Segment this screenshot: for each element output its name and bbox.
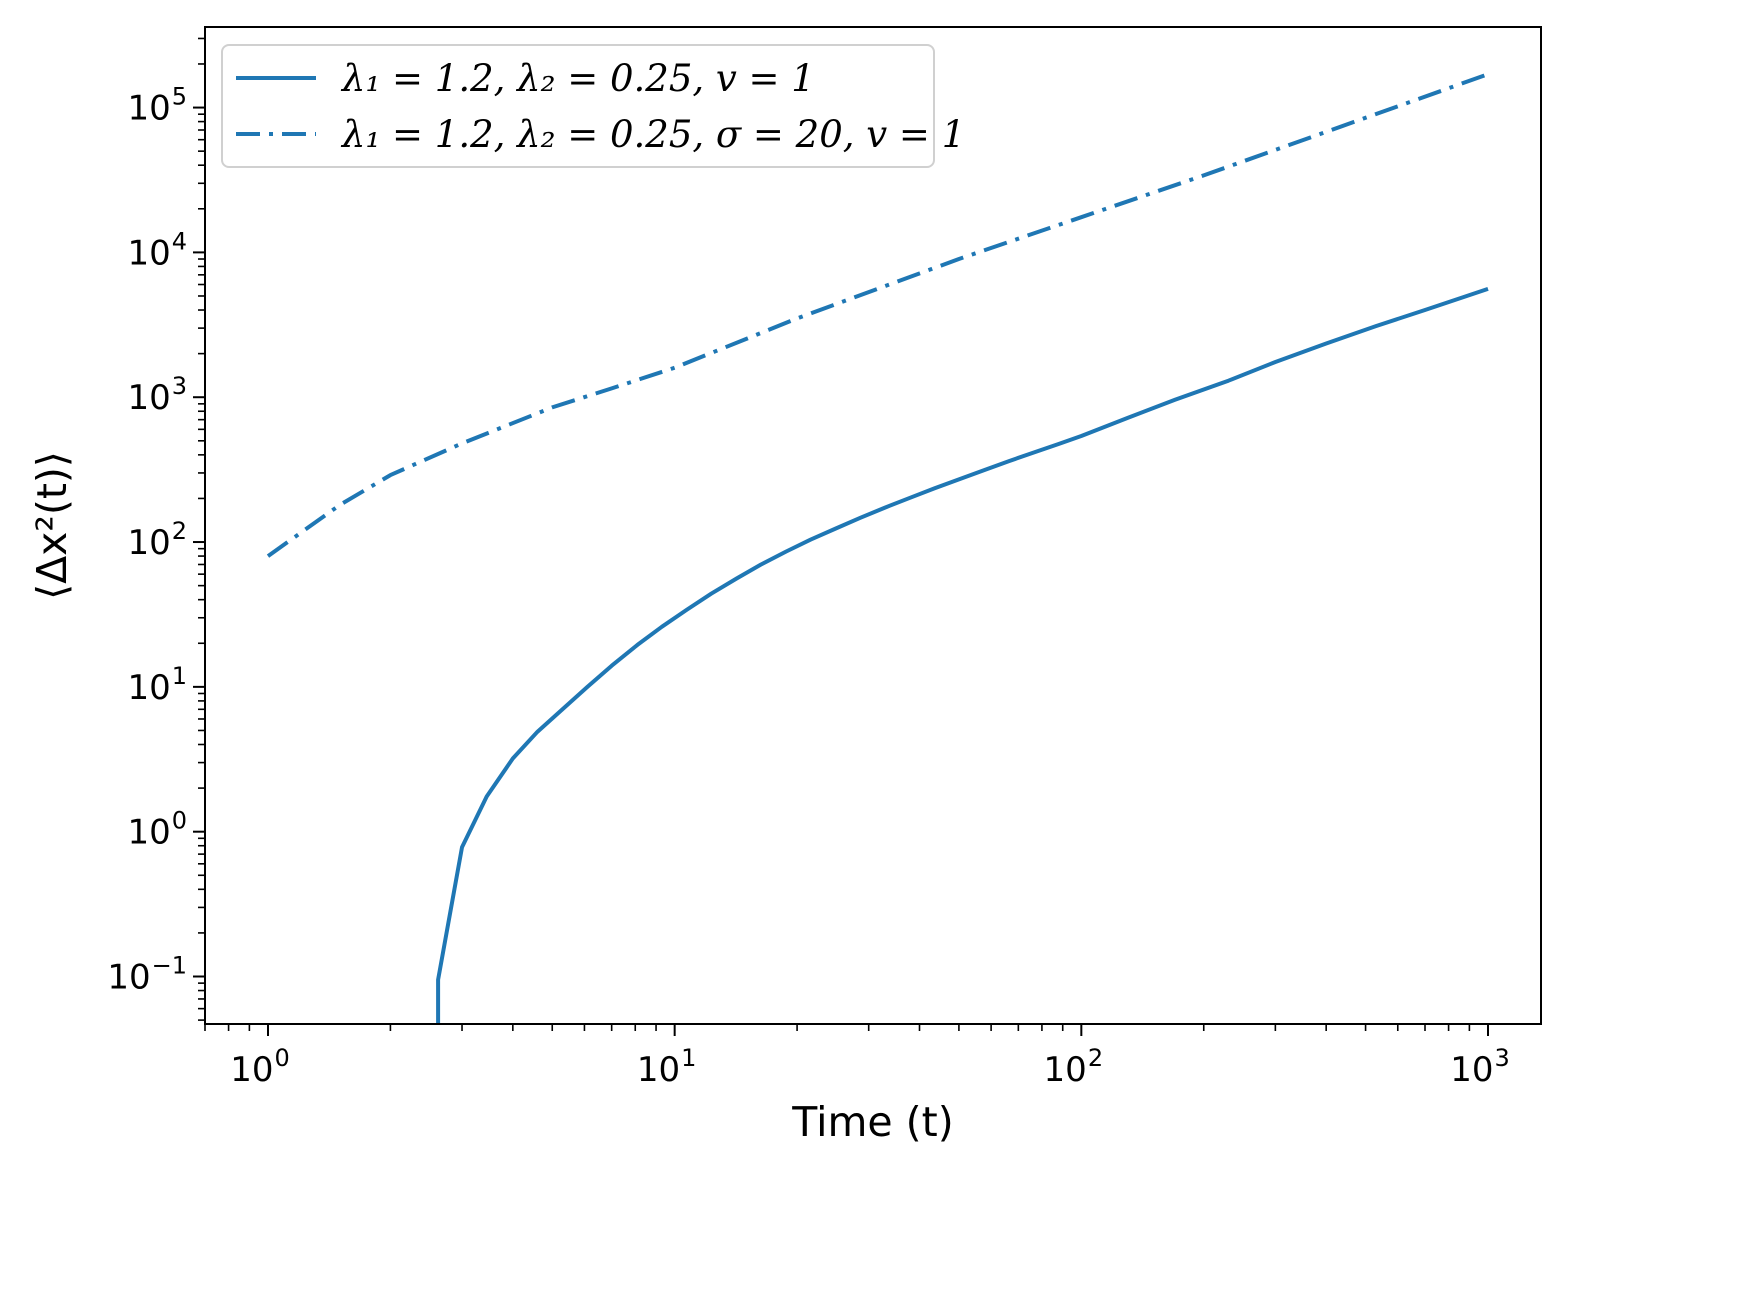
y-tick-base: 10: [127, 668, 170, 708]
y-tick-label: 100: [127, 807, 187, 853]
x-tick-exponent: 0: [274, 1044, 289, 1072]
minor-ticks: [198, 37, 1471, 1031]
series-line-1: [436, 287, 1489, 1024]
y-tick-exponent: 3: [172, 372, 187, 400]
x-axis-label: Time (t): [791, 1098, 953, 1146]
y-tick-exponent: −1: [152, 952, 187, 980]
plot-frame: [204, 26, 1542, 1025]
legend: λ₁ = 1.2, λ₂ = 0.25, v = 1 λ₁ = 1.2, λ₂ =…: [221, 44, 965, 168]
x-tick-exponent: 2: [1088, 1044, 1103, 1072]
y-tick-label: 105: [127, 83, 187, 129]
y-tick-label: 103: [127, 372, 187, 418]
major-ticks: [193, 106, 1489, 1036]
y-tick-base: 10: [127, 89, 170, 129]
x-tick-exponent: 1: [681, 1044, 696, 1072]
y-tick-base: 10: [127, 813, 170, 853]
y-tick-exponent: 5: [172, 83, 187, 111]
y-tick-base: 10: [127, 523, 170, 563]
y-tick-base: 10: [127, 378, 170, 418]
x-tick-exponent: 3: [1494, 1044, 1509, 1072]
y-tick-exponent: 0: [172, 807, 187, 835]
legend-entry-2: λ₁ = 1.2, λ₂ = 0.25, σ = 20, v = 1: [340, 113, 965, 156]
series-layer: [266, 72, 1489, 1024]
y-tick-exponent: 2: [172, 517, 187, 545]
legend-box: [221, 44, 935, 168]
series-line-2: [266, 72, 1489, 558]
y-tick-exponent: 1: [172, 662, 187, 690]
y-tick-label: 101: [127, 662, 187, 708]
y-axis-label: ⟨Δx²(t)⟩: [28, 451, 76, 600]
y-tick-label: 104: [127, 227, 187, 273]
y-tick-base: 10: [127, 233, 170, 273]
legend-entry-1: λ₁ = 1.2, λ₂ = 0.25, v = 1: [340, 57, 815, 100]
y-tick-base: 10: [107, 958, 150, 998]
y-tick-label: 102: [127, 517, 187, 563]
y-tick-label: 10−1: [107, 952, 187, 998]
y-tick-exponent: 4: [172, 227, 187, 255]
